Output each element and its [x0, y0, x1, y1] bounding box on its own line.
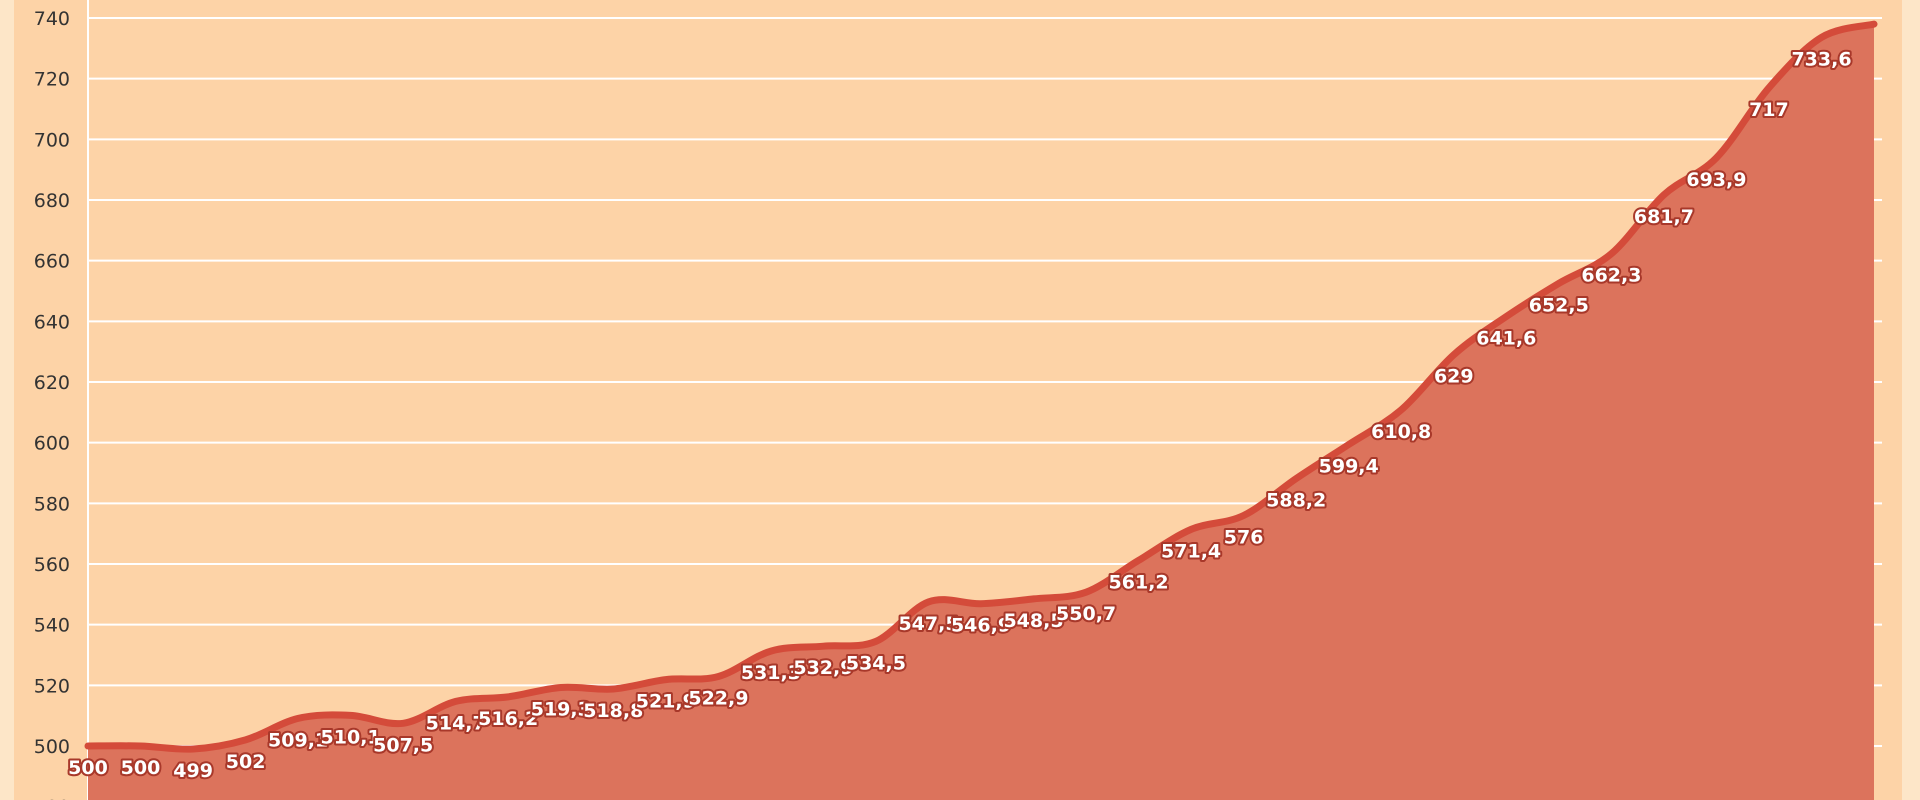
data-label: 576: [1224, 527, 1264, 549]
data-label: 522,9: [688, 688, 748, 710]
y-tick-label: 480: [34, 797, 70, 800]
data-label: 547,5: [898, 613, 958, 635]
data-label: 571,4: [1161, 540, 1221, 562]
data-label: 588,2: [1266, 490, 1326, 512]
y-tick-label: 740: [34, 8, 70, 30]
data-label: 681,7: [1634, 206, 1694, 228]
data-label: 641,6: [1476, 328, 1536, 350]
data-label: 546,9: [951, 615, 1011, 637]
data-label: 499: [173, 760, 213, 782]
y-tick-label: 540: [34, 615, 70, 637]
data-label: 534,5: [846, 652, 906, 674]
y-tick-label: 620: [34, 372, 70, 394]
y-tick-label: 640: [34, 311, 70, 333]
data-label: 693,9: [1686, 169, 1746, 191]
y-tick-label: 660: [34, 251, 70, 273]
data-label: 629: [1434, 366, 1474, 388]
data-label: 599,4: [1319, 456, 1379, 478]
data-labels: 500 500 499 502509,1510,1507,5514,7516,2519…: [66, 46, 1853, 784]
y-axis: 740 720 700 680 660 640 620 600 580 560 540 520 500 4…: [34, 0, 89, 800]
data-label: 518,8: [583, 700, 643, 722]
data-label: 532,9: [793, 657, 853, 679]
y-tick-label: 580: [34, 493, 70, 515]
data-label: 662,3: [1581, 265, 1641, 287]
series-line: [84, 20, 1878, 753]
data-label: 519,3: [531, 699, 591, 721]
data-label: 550,7: [1056, 603, 1116, 625]
data-label: 516,2: [478, 708, 538, 730]
y-tick-label: 500: [34, 736, 70, 758]
data-label: 514,7: [426, 712, 486, 734]
data-label: 561,2: [1109, 571, 1169, 593]
y-tick-label: 680: [34, 190, 70, 212]
data-label: 548,5: [1003, 610, 1063, 632]
data-label: 717: [1749, 99, 1789, 121]
data-label: 507,5: [373, 734, 433, 756]
data-label: 500: [68, 757, 108, 779]
data-label: 652,5: [1529, 294, 1589, 316]
y-tick-label: 520: [34, 675, 70, 697]
data-label: 610,8: [1371, 421, 1431, 443]
area-series: [88, 24, 1874, 800]
data-label: 521,9: [636, 691, 696, 713]
y-tick-label: 560: [34, 554, 70, 576]
y-tick-label: 720: [34, 69, 70, 91]
y-tick-label: 600: [34, 433, 70, 455]
data-label: 500: [121, 757, 161, 779]
y-tick-label: 700: [34, 129, 70, 151]
data-label: 509,1: [268, 729, 328, 751]
data-label: 733,6: [1791, 48, 1851, 70]
data-label: 531,3: [741, 662, 801, 684]
data-label: 510,1: [321, 726, 381, 748]
data-label: 502: [226, 751, 266, 773]
